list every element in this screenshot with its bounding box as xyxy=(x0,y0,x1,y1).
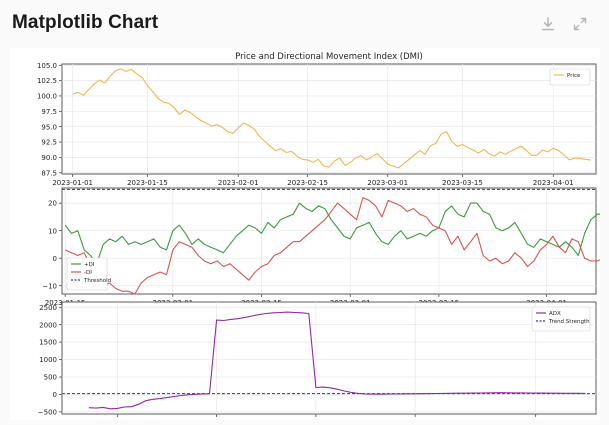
y-tick-label: 102.5 xyxy=(37,77,57,85)
y-tick-label: 100.0 xyxy=(37,93,57,101)
chart-title: Price and Directional Movement Index (DM… xyxy=(235,52,423,62)
x-tick-label: 2023-02-01 xyxy=(97,419,138,420)
legend-label: Trend Strength xyxy=(548,319,590,325)
x-tick-label: 2023-02-15 xyxy=(196,419,237,420)
x-tick-label: 2023-03-01 xyxy=(367,179,408,187)
x-tick-label: 2023-03-15 xyxy=(395,419,436,420)
chart-svg: 87.5 90.0 92.5 95.0 97.5 100.0 102.5 105.0 2023-… xyxy=(37,52,604,425)
axes-frame-3 xyxy=(61,301,597,415)
y-tick-label: 1500 xyxy=(39,339,57,347)
y-tick-label: 2500 xyxy=(39,304,57,312)
legend-label: ADX xyxy=(549,311,561,317)
y-tick-label: 87.5 xyxy=(41,169,57,177)
adx-line xyxy=(88,311,586,410)
y-tick-label: 2000 xyxy=(39,321,57,329)
y-tick-label: 0 xyxy=(53,255,57,263)
axes-frame-1 xyxy=(61,63,597,175)
y-tick-label: 97.5 xyxy=(41,108,57,116)
legend-box xyxy=(66,257,108,291)
y-tick-label: 10 xyxy=(48,227,57,235)
chart-image: 87.5 90.0 92.5 95.0 97.5 100.0 102.5 105.0 2023-… xyxy=(10,48,604,425)
y-tick-label: 500 xyxy=(44,374,57,382)
y-tick-label: 105.0 xyxy=(37,62,57,70)
legend-box xyxy=(549,68,591,86)
plus-di-line xyxy=(64,202,604,265)
axes-frame-2 xyxy=(61,187,597,295)
x-tick-label: 2023-01-01 xyxy=(52,179,93,187)
legend-label: -DI xyxy=(84,270,92,276)
x-tick-label: 2023-03-01 xyxy=(296,419,337,420)
x-tick-label: 2023-02-01 xyxy=(218,179,259,187)
legend-label: +DI xyxy=(84,262,95,268)
y-tick-label: 20 xyxy=(48,200,57,208)
y-tick-label: 90.0 xyxy=(41,154,57,162)
legend-label: Price xyxy=(567,73,581,79)
card-header: Matplotlib Chart xyxy=(0,0,609,46)
x-tick-label: 2023-03-15 xyxy=(442,179,483,187)
y-tick-label: 1000 xyxy=(39,356,57,364)
minus-di-line xyxy=(64,197,604,295)
y-tick-label: 0 xyxy=(53,391,57,399)
legend-label: Threshold xyxy=(83,278,111,284)
x-tick-label: 2023-02-15 xyxy=(287,179,328,187)
y-tick-label: 95.0 xyxy=(41,123,57,131)
y-tick-label: −500 xyxy=(38,409,57,417)
x-tick-label: 2023-04-01 xyxy=(533,179,574,187)
x-tick-label: 2023-04-01 xyxy=(515,419,556,420)
expand-icon[interactable] xyxy=(570,14,590,34)
page-title: Matplotlib Chart xyxy=(12,12,159,33)
price-line xyxy=(72,68,591,169)
download-icon[interactable] xyxy=(538,14,558,34)
legend-box xyxy=(531,306,591,332)
x-tick-label: 2023-01-15 xyxy=(127,179,168,187)
y-tick-label: 92.5 xyxy=(41,139,57,147)
y-tick-label: −10 xyxy=(42,282,57,290)
